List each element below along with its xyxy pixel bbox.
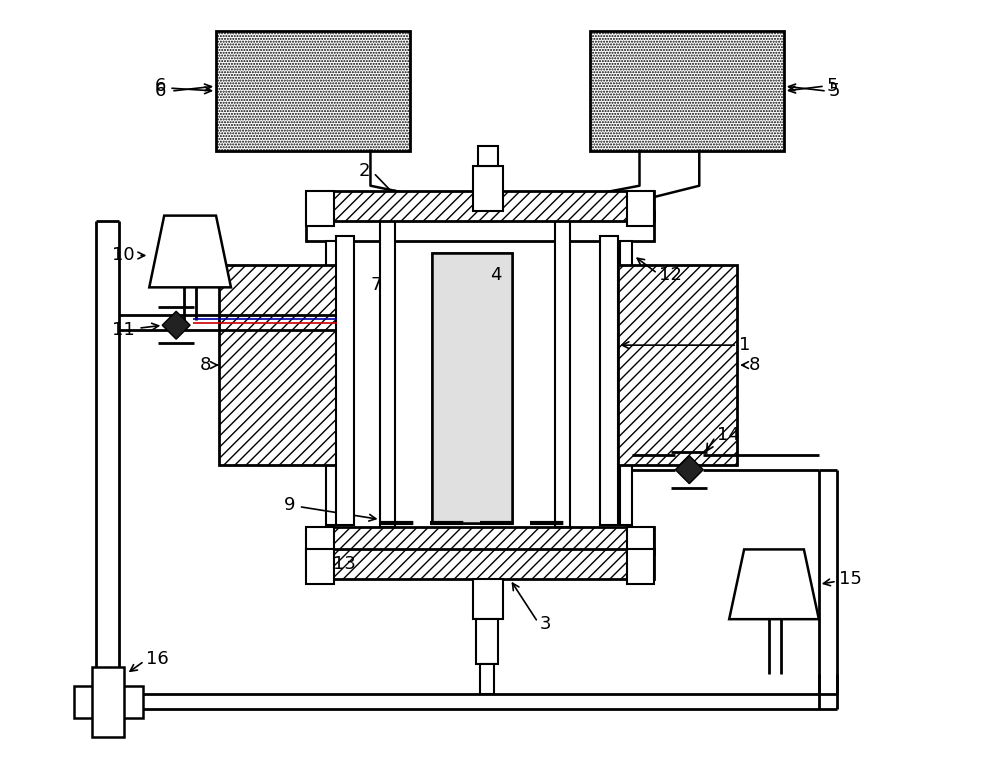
Text: 5: 5	[829, 82, 840, 100]
Bar	[618, 266, 737, 465]
Bar	[555, 218, 570, 526]
Text: 12: 12	[659, 267, 682, 284]
Bar	[92, 667, 124, 737]
Bar	[600, 236, 618, 525]
Text: 14: 14	[717, 425, 740, 444]
Text: 6: 6	[155, 82, 166, 100]
Text: 2: 2	[359, 162, 370, 180]
Bar	[476, 619, 498, 664]
Bar	[620, 323, 649, 336]
Bar	[627, 191, 654, 226]
Text: 6: 6	[155, 77, 166, 95]
Text: 5: 5	[827, 77, 838, 95]
Text: 10: 10	[112, 246, 134, 264]
Bar	[306, 549, 654, 579]
Bar	[620, 240, 632, 525]
Text: 7: 7	[371, 277, 382, 294]
Polygon shape	[149, 215, 231, 288]
Text: 1: 1	[739, 336, 751, 354]
Bar	[432, 253, 512, 522]
Bar	[306, 191, 654, 221]
Polygon shape	[162, 312, 190, 339]
Text: 16: 16	[146, 650, 169, 668]
Bar	[336, 236, 354, 525]
Bar	[627, 549, 654, 584]
Text: 8: 8	[200, 356, 211, 374]
Text: 8: 8	[749, 356, 760, 374]
Bar	[306, 526, 654, 554]
Text: 9: 9	[284, 495, 296, 514]
Bar	[380, 218, 395, 526]
Bar	[432, 253, 512, 522]
Bar	[326, 240, 338, 525]
Bar	[627, 528, 654, 560]
Polygon shape	[675, 456, 703, 484]
Bar	[306, 549, 334, 584]
Text: 4: 4	[490, 267, 502, 284]
Bar	[473, 579, 503, 619]
Bar	[74, 686, 143, 718]
Bar	[306, 191, 334, 226]
Bar	[590, 31, 784, 151]
Bar	[306, 211, 654, 240]
Bar	[306, 528, 334, 560]
Polygon shape	[729, 549, 819, 619]
Bar	[219, 266, 339, 465]
Text: 11: 11	[112, 321, 134, 339]
Text: 13: 13	[333, 556, 356, 574]
Bar	[480, 664, 494, 694]
Bar	[473, 166, 503, 211]
Bar	[478, 146, 498, 166]
Bar	[216, 31, 410, 151]
Text: 15: 15	[839, 570, 862, 588]
Text: 3: 3	[540, 615, 551, 633]
